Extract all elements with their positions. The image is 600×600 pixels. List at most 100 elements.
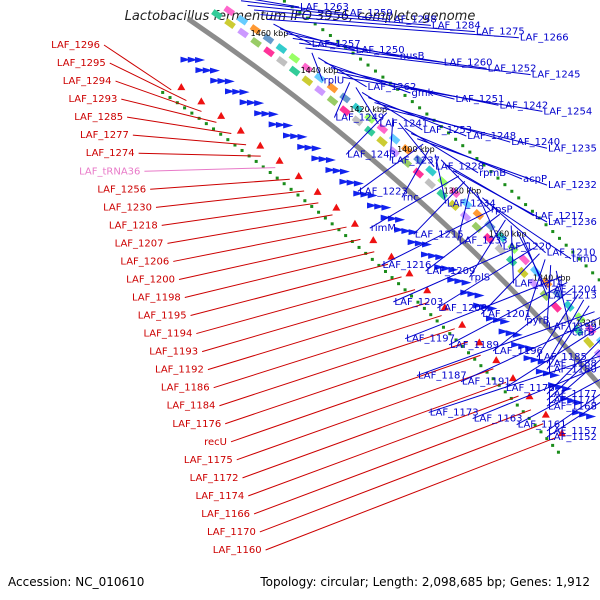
- left-connector: [190, 263, 389, 317]
- ring-dot: [489, 170, 493, 174]
- gene-arrow: [290, 133, 301, 140]
- gene-arrow: [530, 356, 541, 363]
- left-gene-label: LAF_1295: [57, 58, 106, 69]
- gene-arrow: [380, 214, 391, 221]
- ring-dot: [219, 132, 223, 136]
- ring-dot: [282, 0, 286, 3]
- right-gene-label: LAF_1152: [548, 432, 597, 443]
- ring-dot: [381, 75, 385, 79]
- ring-dot: [298, 10, 302, 14]
- right-gene-label: LAF_1189: [450, 340, 499, 351]
- right-gene-label: LAF_1161: [518, 420, 567, 431]
- left-connector: [248, 395, 519, 497]
- right-connector: [333, 82, 351, 118]
- gene-arrow: [283, 132, 294, 139]
- right-gene-label: LAF_1203: [394, 297, 443, 308]
- left-gene-label: LAF_1200: [126, 274, 175, 285]
- ring-dot: [282, 182, 286, 186]
- gene-arrow: [325, 166, 336, 173]
- gene-arrow: [441, 265, 452, 272]
- red-gene-arrow: [256, 141, 265, 149]
- right-connector: [355, 87, 379, 124]
- ring-dot: [410, 294, 414, 298]
- red-gene-arrow: [197, 97, 206, 105]
- ring-dot: [303, 199, 307, 203]
- ring-dot: [359, 57, 363, 61]
- ring-dot: [296, 193, 300, 197]
- gene-block: [211, 9, 223, 20]
- ring-dot: [577, 257, 581, 261]
- right-connector: [546, 401, 600, 438]
- right-gene-label: LAF_1263: [300, 2, 349, 13]
- gene-block: [250, 36, 262, 48]
- right-gene-label: LAF_1253: [423, 125, 472, 136]
- ring-dot: [571, 250, 575, 254]
- left-gene-label: LAF_1170: [207, 527, 256, 538]
- ring-dot: [328, 33, 332, 37]
- right-gene-label: LAF_1191: [462, 377, 511, 388]
- ring-dot: [204, 122, 208, 126]
- gene-arrow: [401, 227, 412, 234]
- right-connector: [247, 4, 387, 20]
- left-connector: [155, 190, 305, 208]
- ring-dot: [473, 357, 477, 361]
- gene-block: [262, 33, 275, 45]
- left-gene-label: LAF_tRNA36: [79, 166, 140, 177]
- tick-label-1: 1440 kbp: [301, 66, 339, 75]
- right-gene-label: rimM: [371, 223, 396, 234]
- gene-arrow: [353, 180, 364, 187]
- ring-dot: [597, 278, 600, 282]
- gene-block: [574, 312, 586, 324]
- ring-dot: [323, 216, 327, 220]
- right-gene-label: LAF_1241: [379, 119, 428, 130]
- ring-dot: [268, 171, 272, 175]
- red-gene-arrow: [275, 156, 284, 164]
- right-gene-label: LAF_1213: [548, 291, 597, 302]
- left-connector: [173, 226, 347, 262]
- gene-arrow: [339, 168, 350, 175]
- right-connector: [428, 355, 600, 413]
- ring-dot: [533, 423, 537, 427]
- right-connector: [452, 170, 548, 223]
- left-gene-label: LAF_1174: [195, 491, 244, 502]
- ring-dot: [485, 370, 489, 374]
- gene-block: [448, 199, 460, 211]
- accession-label: Accession: NC_010610: [8, 575, 145, 589]
- ring-dot: [425, 112, 429, 116]
- gene-arrow: [209, 67, 220, 74]
- right-connector: [555, 270, 572, 333]
- right-connector: [522, 236, 548, 296]
- right-gene-label: LAF_1171: [548, 395, 597, 406]
- gene-block: [495, 231, 508, 243]
- right-connector: [311, 52, 324, 81]
- right-connector: [253, 9, 431, 26]
- ring-dot: [410, 100, 414, 104]
- tick-label-5: 1360 kbp: [489, 229, 527, 238]
- gene-arrow: [537, 358, 548, 365]
- gene-arrow: [447, 276, 458, 283]
- gene-arrow: [202, 67, 213, 74]
- gene-block: [326, 82, 339, 94]
- red-gene-arrow: [313, 187, 322, 195]
- right-gene-label: LAF_1204: [548, 285, 597, 296]
- right-gene-label: LAF_1215: [415, 229, 464, 240]
- right-gene-label: LAF_1275: [476, 27, 525, 38]
- left-gene-label: LAF_1198: [132, 293, 181, 304]
- gene-block: [339, 92, 351, 104]
- ring-dot: [468, 150, 472, 154]
- gene-arrow: [268, 111, 279, 118]
- gene-arrow: [549, 372, 560, 379]
- left-connector: [127, 116, 232, 134]
- gene-block: [472, 208, 485, 221]
- ring-dot: [396, 87, 400, 91]
- ring-dot: [491, 377, 495, 381]
- ring-dot: [515, 403, 519, 407]
- left-gene-label: LAF_1172: [190, 473, 239, 484]
- gene-block: [459, 210, 472, 222]
- left-connector: [196, 276, 402, 335]
- right-connector: [343, 76, 543, 112]
- gene-arrow: [518, 343, 529, 350]
- left-gene-label: LAF_1256: [97, 184, 146, 195]
- red-gene-arrow: [423, 286, 432, 294]
